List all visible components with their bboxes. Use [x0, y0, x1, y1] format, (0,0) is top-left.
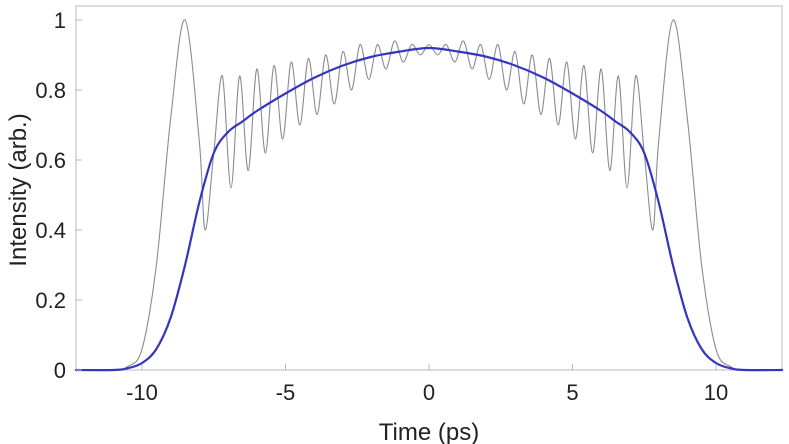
x-tick-label: -5 — [276, 380, 296, 405]
x-axis-label: Time (ps) — [379, 419, 479, 444]
series-layer — [74, 19, 784, 372]
plot-area-border — [75, 5, 783, 371]
y-tick-label: 0 — [54, 358, 66, 383]
y-tick-label: 0.8 — [35, 78, 66, 103]
tick-layer: -10 -5 0 5 10 0 0.2 0.4 0.6 0.8 1 — [35, 8, 728, 405]
y-axis-label: Intensity (arb.) — [5, 113, 32, 266]
y-tick-label: 1 — [54, 8, 66, 33]
y-tick-label: 0.4 — [35, 218, 66, 243]
smooth-intensity-line — [74, 46, 784, 372]
y-tick-label: 0.2 — [35, 288, 66, 313]
y-tick-label: 0.6 — [35, 148, 66, 173]
x-tick-label: 10 — [704, 380, 728, 405]
x-tick-label: -10 — [126, 380, 158, 405]
x-tick-label: 5 — [566, 380, 578, 405]
plot-frame — [75, 5, 783, 371]
oscillating-intensity-line — [75, 19, 783, 371]
x-tick-label: 0 — [423, 380, 435, 405]
